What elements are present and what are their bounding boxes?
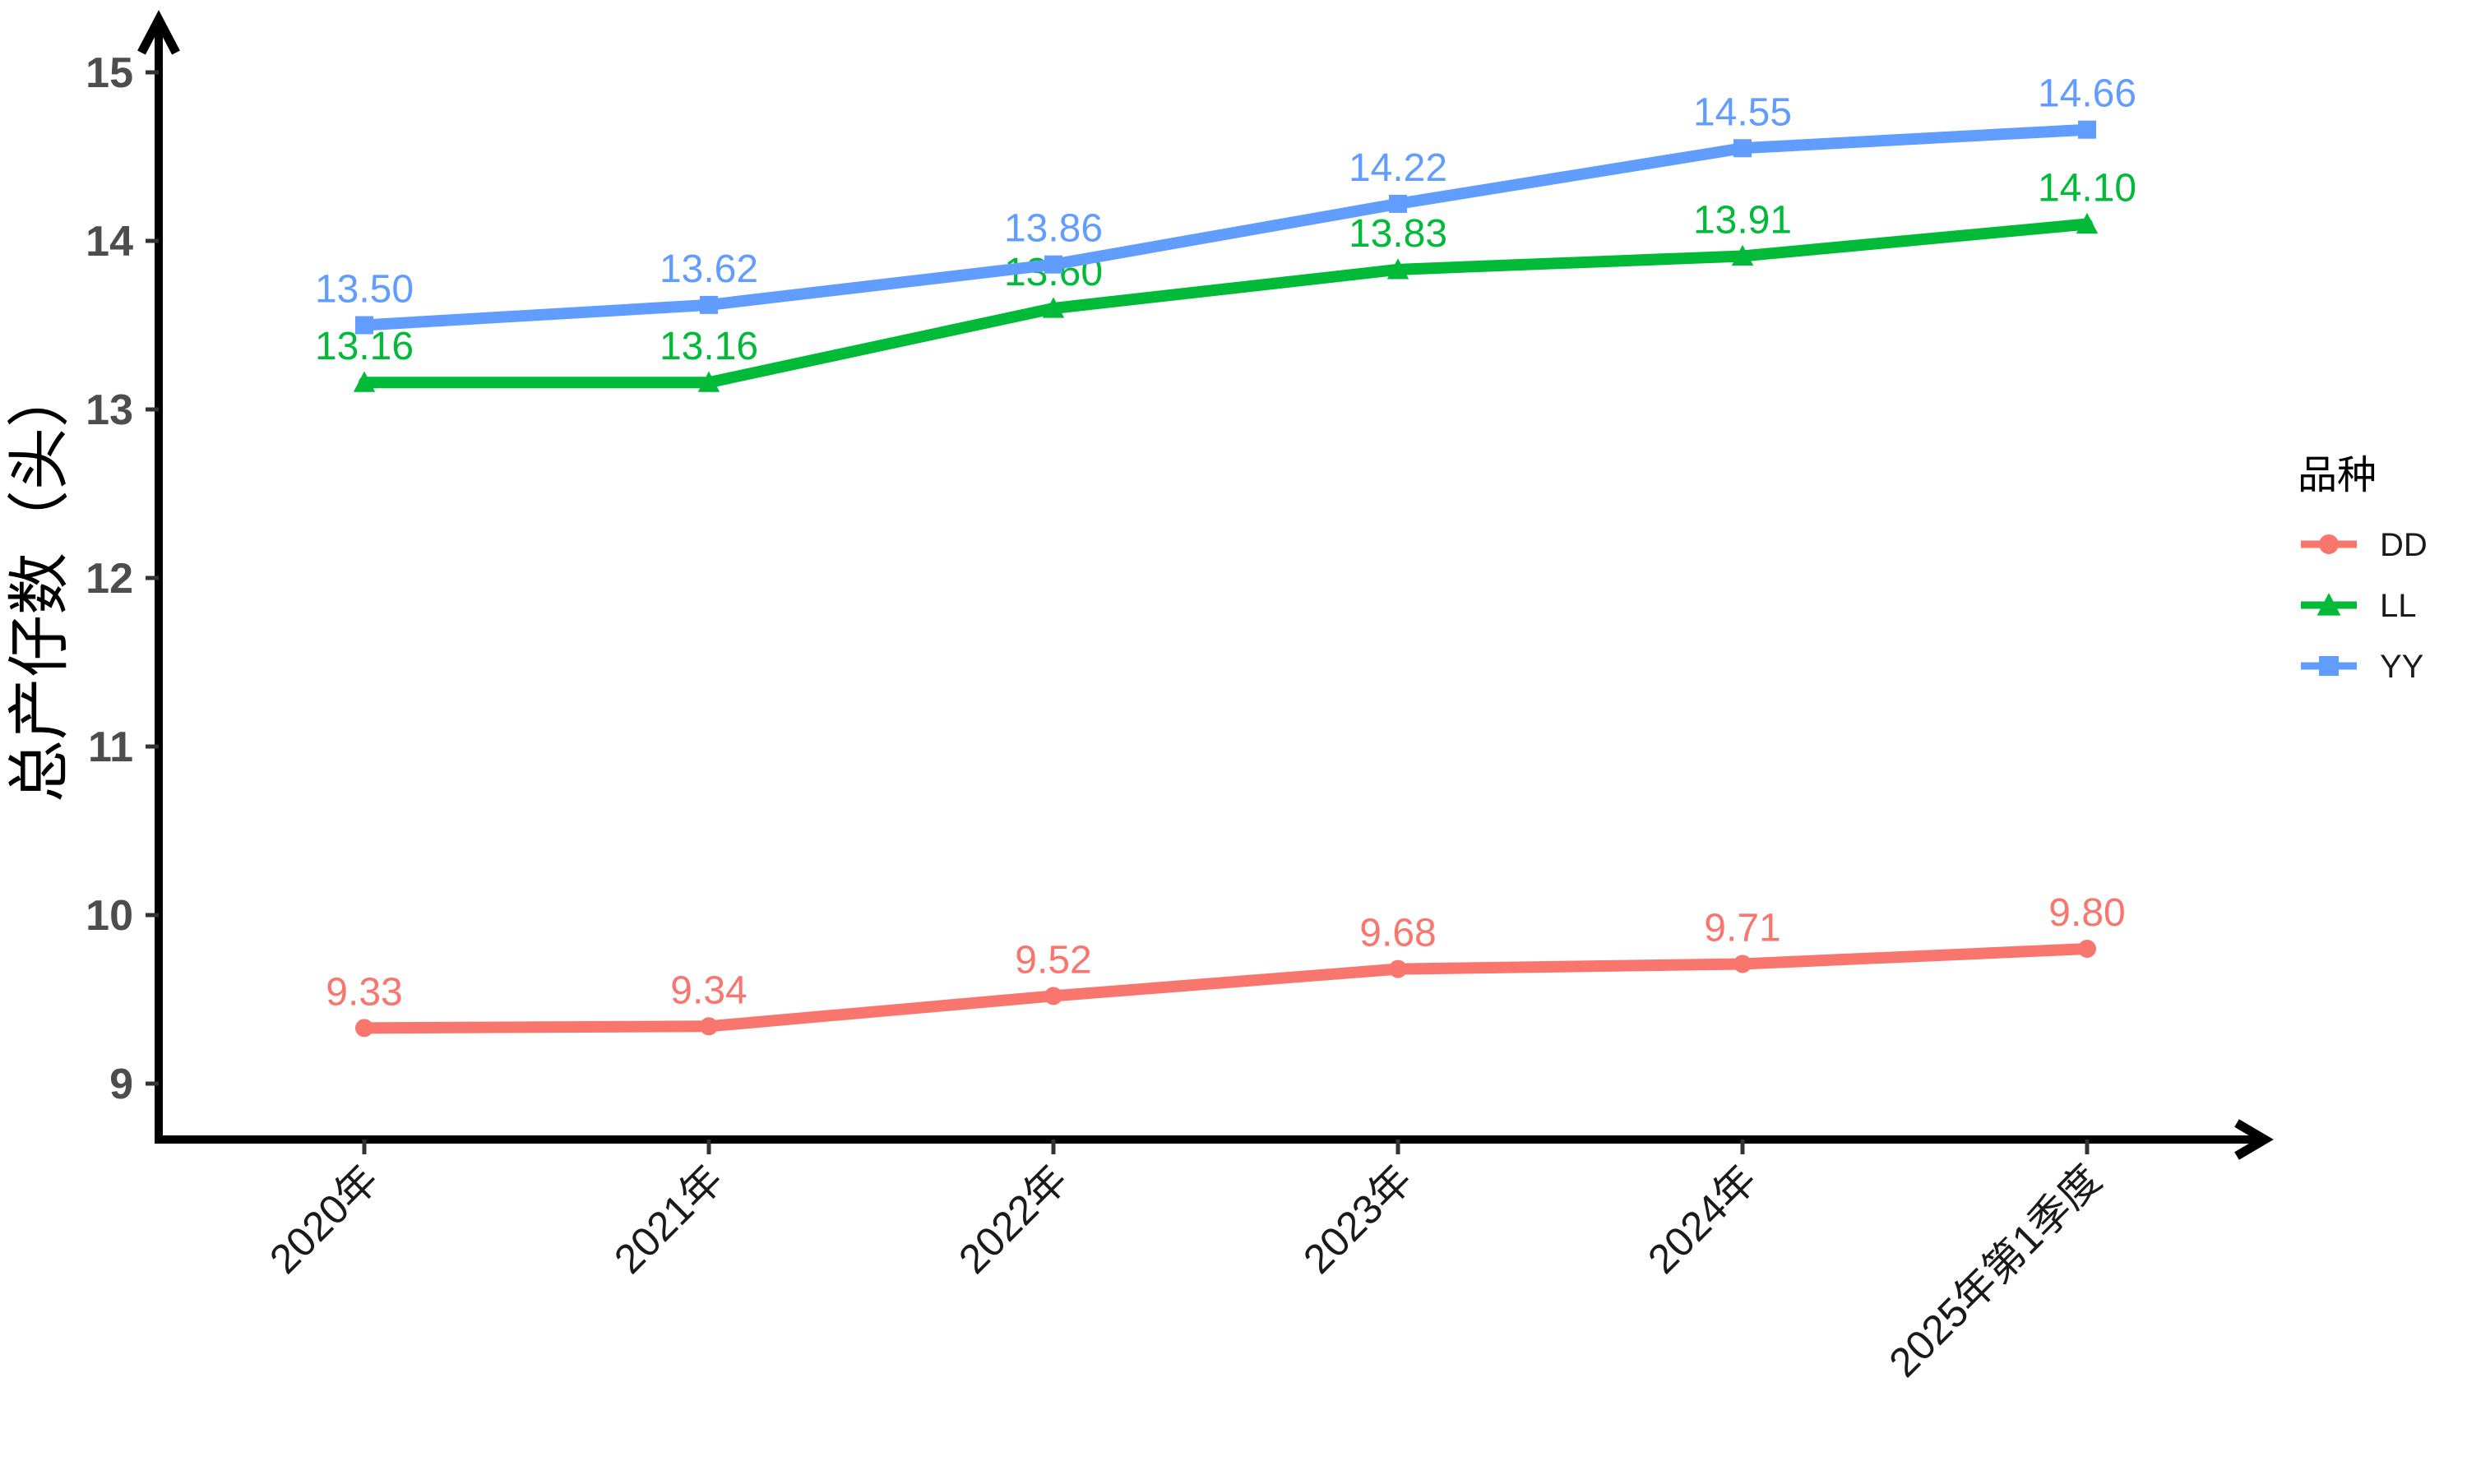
circle-marker-icon [1733, 955, 1752, 973]
x-tick-label: 2025年第1季度 [1880, 1156, 2109, 1385]
data-label: 9.52 [1015, 938, 1091, 982]
square-marker-icon [2078, 120, 2096, 139]
legend-item-label: LL [2380, 588, 2417, 624]
x-tick-label: 2021年 [605, 1156, 732, 1283]
axes: 9 10 11 12 13 14 15 2020年 2021年 2022年 2023年 2024年 20… [86, 10, 2274, 1386]
x-tick-label: 2020年 [261, 1156, 387, 1283]
circle-marker-icon [1389, 959, 1407, 978]
square-marker-icon [1044, 255, 1062, 274]
square-marker-icon [355, 316, 373, 335]
triangle-marker-icon [353, 371, 376, 392]
data-label: 13.86 [1004, 207, 1103, 251]
triangle-marker-icon [697, 371, 720, 392]
square-marker-icon [1389, 194, 1407, 213]
series-YY: 13.50 13.62 13.86 14.22 14.55 14.66 [315, 72, 2136, 335]
legend: 品种 DD LL YY [2298, 454, 2428, 685]
series-line-YY [359, 123, 2093, 331]
square-marker-icon [2319, 656, 2339, 676]
legend-item-YY: YY [2301, 649, 2423, 685]
y-axis-arrow-icon [137, 10, 180, 55]
x-tick-label: 2022年 [950, 1156, 1076, 1283]
data-label: 14.22 [1349, 146, 1447, 190]
y-tick-label: 11 [88, 724, 133, 771]
y-tick-label: 12 [86, 555, 133, 603]
triangle-marker-icon [1731, 244, 1754, 266]
legend-item-label: YY [2380, 649, 2423, 685]
legend-items: DD LL YY [2301, 527, 2428, 685]
data-label: 9.80 [2048, 891, 2125, 935]
square-marker-icon [1733, 139, 1752, 158]
y-axis-title: 总产仔数（头） [5, 365, 75, 802]
triangle-marker-icon [2076, 212, 2099, 234]
circle-marker-icon [2078, 940, 2096, 958]
data-label: 13.83 [1349, 212, 1447, 256]
data-label: 13.50 [315, 268, 414, 312]
triangle-marker-icon [2317, 593, 2341, 616]
y-tick-label: 9 [109, 1061, 133, 1108]
series-DD: 9.33 9.34 9.52 9.68 9.71 9.80 [326, 891, 2126, 1038]
y-tick-label: 10 [86, 892, 133, 940]
data-label: 13.16 [660, 325, 758, 368]
data-label: 13.91 [1693, 198, 1792, 242]
y-tick-label: 14 [86, 218, 133, 266]
legend-item-LL: LL [2301, 588, 2417, 624]
x-axis-arrow-icon [2234, 1119, 2274, 1160]
data-label: 9.33 [326, 970, 402, 1014]
circle-marker-icon [355, 1019, 373, 1038]
series-line-LL [359, 218, 2093, 389]
x-tick-label: 2024年 [1639, 1156, 1766, 1283]
data-label: 14.66 [2038, 72, 2136, 116]
circle-marker-icon [1044, 987, 1062, 1006]
x-tick-label: 2023年 [1294, 1156, 1421, 1283]
data-label: 14.10 [2038, 167, 2136, 210]
data-label: 14.55 [1693, 90, 1792, 134]
triangle-marker-icon [1042, 297, 1065, 318]
square-marker-icon [700, 295, 718, 314]
plot-area: 9.339.349.529.689.719.8013.1613.1613.601… [315, 72, 2136, 1038]
y-tick-label: 13 [86, 386, 133, 434]
legend-item-DD: DD [2301, 527, 2428, 563]
legend-title: 品种 [2298, 454, 2377, 497]
triangle-marker-icon [1386, 258, 1409, 280]
data-label: 9.68 [1359, 912, 1436, 955]
y-tick-label: 15 [86, 49, 133, 97]
circle-marker-icon [700, 1017, 718, 1036]
legend-item-label: DD [2380, 527, 2428, 563]
series-line-DD [359, 943, 2093, 1034]
data-label: 9.71 [1704, 906, 1780, 950]
data-label: 9.34 [670, 969, 747, 1012]
data-label: 13.62 [660, 247, 758, 291]
circle-marker-icon [2319, 534, 2339, 554]
